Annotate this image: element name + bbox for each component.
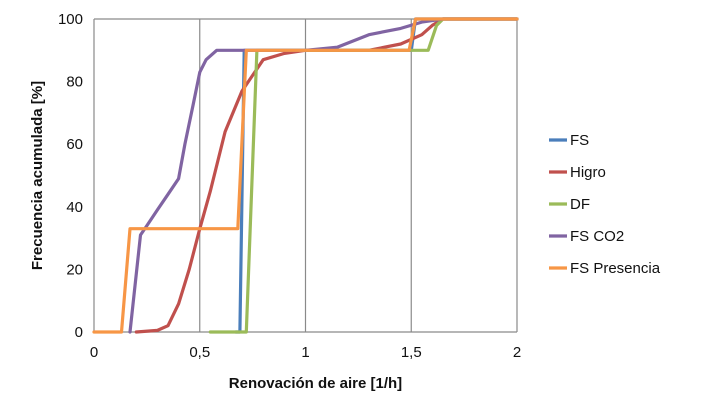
legend: FS Higro DF FS CO2 FS Presencia <box>549 132 661 277</box>
y-tick-label-0: 0 <box>75 324 83 341</box>
legend-label-4: FS Presencia <box>570 260 661 277</box>
legend-label-3: FS CO2 <box>570 228 624 245</box>
y-tick-label-5: 100 <box>58 11 83 28</box>
x-axis: 0 0,5 1 1,5 2 <box>90 344 521 361</box>
x-tick-label-4: 2 <box>513 344 521 361</box>
x-tick-label-3: 1,5 <box>401 344 422 361</box>
legend-label-1: Higro <box>570 164 606 181</box>
y-axis-title: Frecuencia acumulada [%] <box>29 81 46 270</box>
x-tick-label-2: 1 <box>301 344 309 361</box>
y-tick-label-4: 80 <box>66 74 83 91</box>
y-tick-label-1: 20 <box>66 261 83 278</box>
series-line-4 <box>92 17 519 334</box>
y-tick-label-3: 60 <box>66 136 83 153</box>
x-tick-label-1: 0,5 <box>189 344 210 361</box>
legend-label-2: DF <box>570 196 590 213</box>
series-line-1 <box>134 17 519 334</box>
series-line-3 <box>128 17 519 334</box>
series-layer <box>92 17 519 334</box>
x-axis-title: Renovación de aire [1/h] <box>229 375 402 392</box>
y-axis: 0 20 40 60 80 100 <box>58 11 83 341</box>
y-tick-label-2: 40 <box>66 199 83 216</box>
x-tick-label-0: 0 <box>90 344 98 361</box>
legend-label-0: FS <box>570 132 589 149</box>
